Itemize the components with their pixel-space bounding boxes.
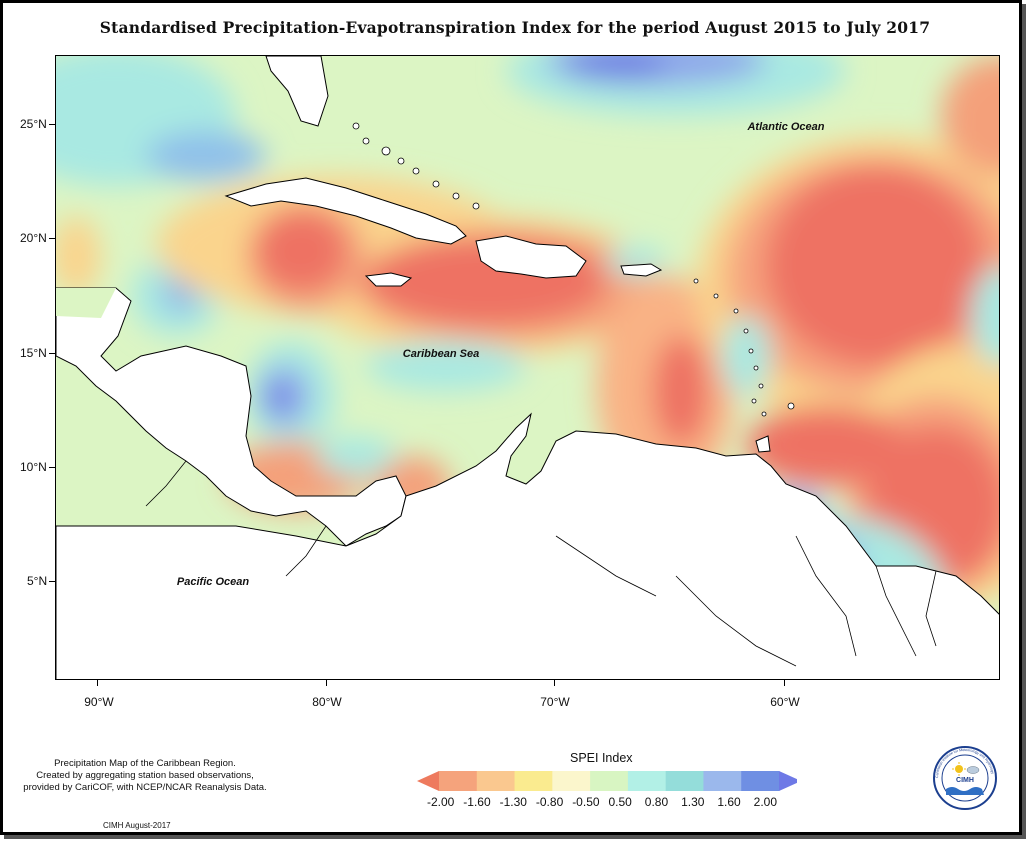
legend-swatch-high — [779, 771, 797, 791]
legend-title: SPEI Index — [570, 751, 633, 765]
legend-label: 0.50 — [608, 795, 632, 809]
legend-colorbar — [417, 771, 797, 791]
legend-swatch — [476, 771, 516, 791]
lat-tickmark — [49, 581, 55, 582]
footnote: Precipitation Map of the Caribbean Regio… — [10, 758, 280, 794]
lat-tick-5: 5°N — [27, 574, 48, 588]
caribbean-sea-label: Caribbean Sea — [403, 348, 479, 360]
legend-swatch — [665, 771, 704, 791]
sun-icon — [955, 765, 963, 773]
lon-tickmark — [326, 680, 327, 686]
legend-label: 0.80 — [644, 795, 669, 809]
cloud-icon — [966, 766, 980, 774]
border-lines — [145, 460, 937, 667]
footnote-line: Precipitation Map of the Caribbean Regio… — [54, 758, 236, 769]
legend-labels: -2.00 -1.60 -1.30 -0.80 -0.50 0.50 0.80 1.30 1.6… — [427, 795, 790, 809]
cimh-logo: CIMH Caribbean Institute for Meteorology… — [933, 746, 997, 810]
lon-tickmark — [784, 680, 785, 686]
legend-label: 2.00 — [753, 795, 778, 809]
atlantic-ocean-label: Atlantic Ocean — [746, 121, 824, 133]
legend-swatch — [627, 771, 667, 791]
legend-swatch — [741, 771, 780, 791]
legend-label: 1.60 — [717, 795, 741, 809]
lat-tick-20: 20°N — [20, 231, 47, 245]
footnote-line: provided by CariCOF, with NCEP/NCAR Rean… — [23, 782, 267, 793]
legend-label: 1.30 — [681, 795, 705, 809]
legend-swatch — [552, 771, 591, 791]
pacific-ocean-label: Pacific Ocean — [177, 576, 249, 588]
lat-tickmark — [49, 467, 55, 468]
legend-swatch — [514, 771, 553, 791]
legend-swatch — [590, 771, 629, 791]
lon-tickmark — [554, 680, 555, 686]
small-islands — [352, 122, 795, 417]
legend-swatch — [439, 771, 478, 791]
lon-tickmark — [97, 680, 98, 686]
lat-tick-25: 25°N — [20, 117, 47, 131]
lat-tickmark — [49, 238, 55, 239]
legend-label: -2.00 — [427, 795, 455, 809]
map-title: Standardised Precipitation-Evapotranspir… — [99, 18, 931, 37]
spei-map-svg: Atlantic Ocean Caribbean Sea Pacific Oce… — [56, 56, 999, 679]
legend-label: -1.30 — [499, 795, 527, 809]
lat-tickmark — [49, 353, 55, 354]
legend-swatch — [703, 771, 742, 791]
date-stamp: CIMH August-2017 — [103, 821, 171, 830]
footnote-line: Created by aggregating station based obs… — [36, 770, 254, 781]
legend-label: -0.80 — [535, 795, 564, 809]
spei-map: Atlantic Ocean Caribbean Sea Pacific Oce… — [55, 55, 1000, 680]
lon-tick-80: 80°W — [312, 695, 342, 709]
lon-tick-60: 60°W — [770, 695, 800, 709]
lat-tick-15: 15°N — [20, 346, 47, 360]
legend-label: -0.50 — [572, 795, 600, 809]
land-outlines — [56, 56, 999, 679]
legend-label: -1.60 — [463, 795, 491, 809]
lon-tick-90: 90°W — [84, 695, 114, 709]
lat-tickmark — [49, 124, 55, 125]
lon-tick-70: 70°W — [540, 695, 570, 709]
lat-tick-10: 10°N — [20, 460, 47, 474]
logo-text: CIMH — [956, 777, 974, 784]
legend-swatch-low — [417, 771, 439, 791]
wave-icon — [946, 787, 984, 795]
